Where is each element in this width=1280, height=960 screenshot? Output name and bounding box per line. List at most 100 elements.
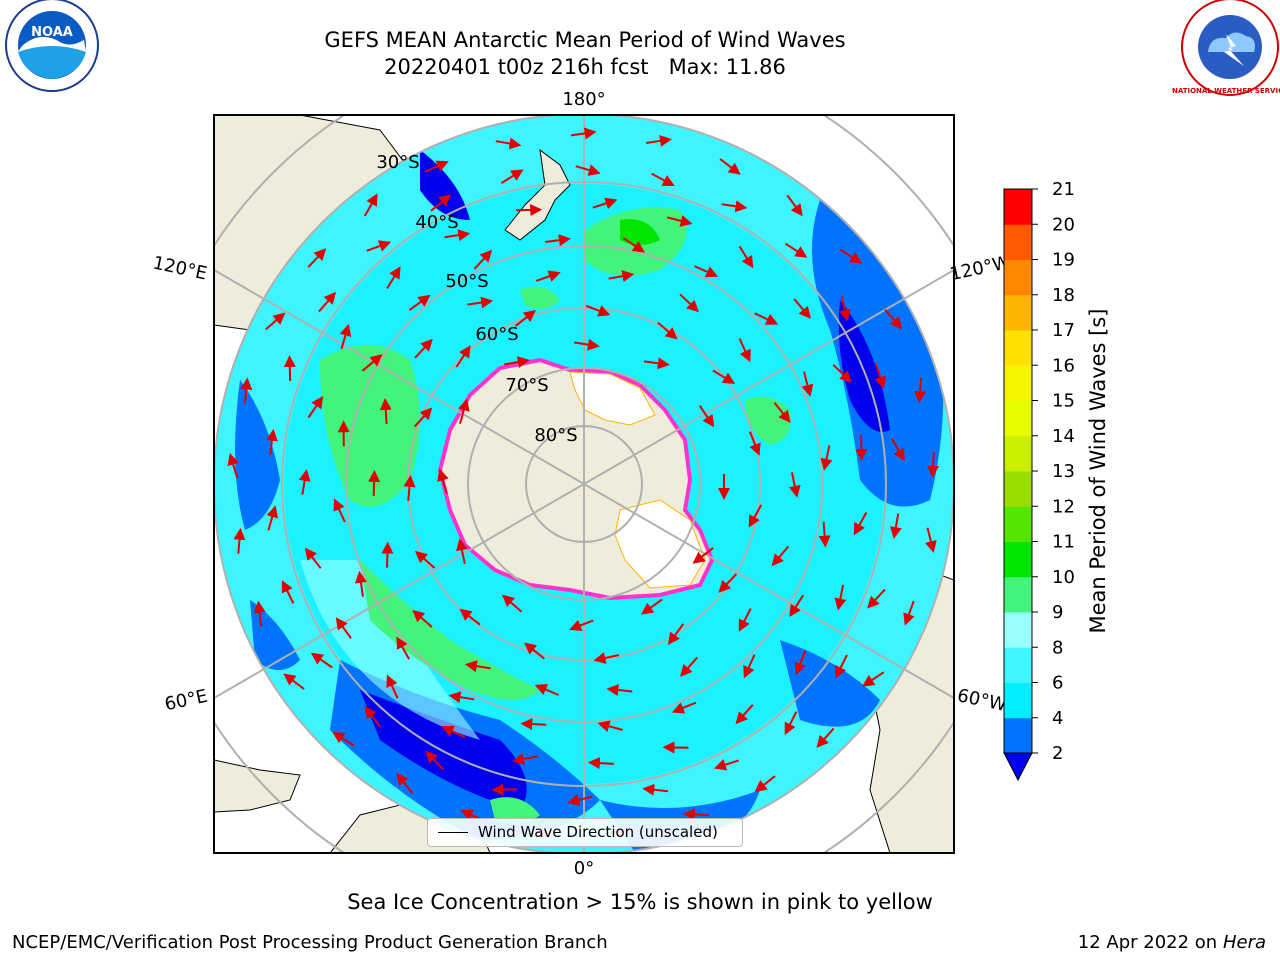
lat-label-50s: 50°S	[445, 271, 488, 292]
wave-direction-arrow	[748, 504, 763, 528]
wave-direction-arrow	[500, 169, 524, 184]
wave-direction-arrow	[748, 431, 761, 456]
colorbar-tick-label: 9	[1052, 602, 1063, 623]
wave-direction-arrow	[641, 598, 663, 615]
wave-direction-arrow	[794, 650, 807, 675]
wave-direction-arrow	[281, 580, 295, 604]
lat-label-70s: 70°S	[505, 375, 548, 396]
wave-direction-arrow	[903, 600, 915, 626]
wave-direction-arrow	[754, 312, 779, 325]
colorbar-tick-label: 12	[1052, 496, 1075, 517]
wave-direction-arrow	[667, 215, 693, 227]
wave-direction-arrow	[459, 608, 481, 626]
lat-label-30s: 30°S	[376, 152, 419, 173]
wave-direction-arrow	[606, 684, 633, 696]
wave-direction-arrow	[240, 377, 253, 404]
wave-direction-arrow	[891, 438, 905, 462]
wave-direction-arrow	[298, 469, 311, 495]
wave-direction-arrow	[363, 193, 378, 217]
colorbar-cell	[1004, 189, 1032, 225]
wave-direction-arrow	[333, 498, 346, 523]
wave-direction-arrow	[366, 240, 392, 252]
wave-direction-arrow	[682, 808, 709, 821]
footer-date: 12 Apr 2022 on Hera	[1077, 932, 1266, 953]
wave-direction-arrow	[889, 513, 902, 540]
colorbar-tick-label: 20	[1052, 214, 1075, 235]
ice-shelf-weddell	[614, 499, 706, 589]
colorbar-tick-label: 8	[1052, 637, 1063, 658]
legend-text: Wind Wave Direction (unscaled)	[478, 823, 718, 841]
wave-direction-arrow	[712, 369, 736, 384]
lon-label-60e: 60°E	[163, 686, 210, 716]
colorbar-cell	[1004, 224, 1032, 260]
wave-direction-arrow	[738, 338, 751, 363]
wave-direction-arrow	[464, 660, 491, 673]
colorbar-cell	[1004, 612, 1032, 648]
wave-direction-arrow	[534, 684, 559, 696]
wave-direction-arrow	[801, 371, 814, 397]
wave-direction-arrow	[368, 469, 381, 496]
wave-direction-arrow	[569, 619, 594, 632]
wave-direction-arrow	[456, 538, 468, 565]
wave-direction-arrow	[379, 398, 392, 424]
wave-direction-arrow	[512, 753, 538, 765]
lat-label-40s: 40°S	[415, 212, 458, 233]
wave-direction-arrow	[473, 249, 493, 270]
wave-direction-arrow	[386, 266, 401, 290]
wave-direction-arrow	[455, 345, 471, 368]
wave-direction-arrow	[698, 405, 715, 428]
colorbar-tick-label: 10	[1052, 567, 1075, 588]
ice-shelf-ross	[569, 371, 656, 426]
colorbar-cell	[1004, 576, 1032, 613]
wave-direction-arrow	[832, 364, 853, 383]
wave-direction-arrow	[771, 545, 790, 567]
colorbar-cell	[1004, 471, 1032, 507]
map-frame	[213, 114, 955, 854]
wave-direction-arrow	[227, 452, 239, 479]
map-subtitle: 20220401 t00z 216h fcst Max: 11.86	[384, 55, 786, 79]
wave-direction-arrow	[642, 783, 669, 796]
colorbar-cell	[1004, 330, 1032, 366]
wave-direction-arrow	[692, 547, 714, 564]
colorbar-tick-label: 18	[1052, 285, 1075, 306]
wave-direction-arrow	[816, 727, 835, 748]
land-new-zealand	[504, 148, 571, 241]
footer-organization: NCEP/EMC/Verification Post Processing Pr…	[12, 932, 608, 953]
wave-direction-arrow	[283, 673, 305, 690]
wave-direction-arrow	[818, 521, 831, 548]
wave-direction-arrow	[403, 474, 416, 501]
wave-direction-arrow	[838, 296, 851, 322]
colorbar-cell	[1004, 541, 1032, 578]
wave-direction-arrow	[381, 541, 394, 568]
wave-direction-arrow	[853, 512, 868, 536]
wave-direction-arrow	[545, 234, 571, 247]
wave-direction-arrow	[671, 701, 697, 714]
graticule	[214, 115, 954, 853]
wave-direction-arrow	[318, 291, 337, 313]
wave-direction-arrow	[437, 468, 449, 494]
wave-direction-arrow	[738, 608, 752, 632]
wave-direction-arrow	[735, 704, 754, 725]
wave-direction-arrow	[458, 398, 470, 424]
wave-direction-arrow	[680, 656, 699, 677]
wave-direction-arrow	[335, 617, 352, 639]
map-legend: Wind Wave Direction (unscaled)	[427, 818, 743, 847]
wave-direction-arrow	[786, 194, 803, 217]
wave-direction-arrow	[504, 356, 530, 368]
wave-direction-arrow	[788, 472, 801, 498]
wave-direction-arrow	[448, 691, 475, 704]
colorbar-tick-label: 21	[1052, 179, 1075, 200]
wave-direction-arrow	[862, 671, 885, 687]
wave-direction-arrow	[585, 304, 611, 317]
colorbar-tick-label: 6	[1052, 673, 1063, 694]
colorbar-tick-label: 19	[1052, 250, 1075, 271]
wave-direction-arrow	[430, 194, 452, 212]
wave-direction-arrow	[713, 759, 740, 771]
wave-direction-arrow	[694, 265, 719, 278]
colorbar: 2 4 6 8 9 10 11 12 13 14 15 16 17 18 19 20 21 Mean Perio…	[1003, 179, 1110, 782]
wave-direction-arrow	[524, 642, 545, 660]
colorbar-cell	[1004, 506, 1032, 542]
wave-direction-arrow	[307, 396, 324, 419]
wave-direction-arrow	[773, 401, 791, 423]
wave-direction-arrow	[491, 783, 518, 796]
